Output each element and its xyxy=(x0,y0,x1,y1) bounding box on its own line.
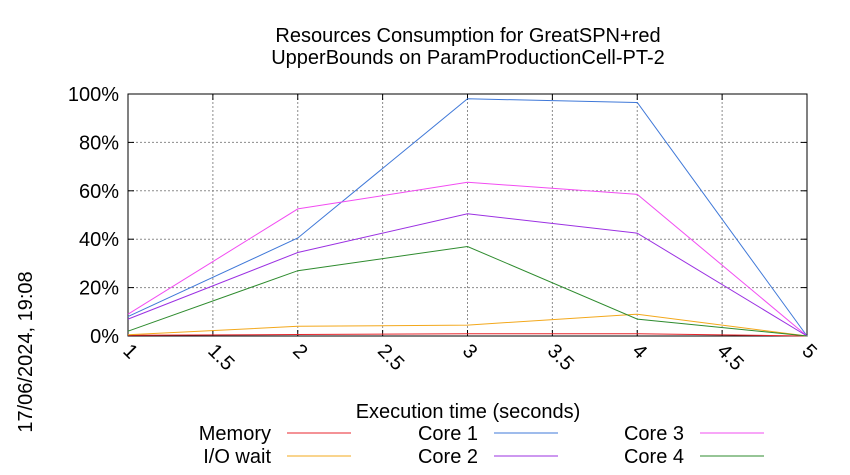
chart-title-line-1: Resources Consumption for GreatSPN+red xyxy=(275,25,660,47)
legend-label-memory: Memory xyxy=(199,423,271,445)
x-tick-label: 1.5 xyxy=(203,340,238,375)
series-lines xyxy=(127,98,808,337)
x-tick-label: 5 xyxy=(797,340,820,363)
y-tick-label: 0% xyxy=(90,326,119,348)
x-tick-label: 3 xyxy=(458,340,481,363)
chart-title-line-2: UpperBounds on ParamProductionCell-PT-2 xyxy=(271,47,665,69)
legend-label-i-o-wait: I/O wait xyxy=(203,446,271,468)
series-line-core-4 xyxy=(127,245,808,337)
x-tick-label: 3.5 xyxy=(543,340,578,375)
legend-label-core-4: Core 4 xyxy=(624,446,684,468)
y-tick-label: 40% xyxy=(79,229,119,251)
legend: Memory Core 1 Core 3 I/O wait Core 2 Core 4 xyxy=(199,423,764,468)
y-tick-label: 80% xyxy=(79,132,119,154)
x-tick-label: 2.5 xyxy=(373,340,408,375)
x-tick-label: 1 xyxy=(118,340,141,363)
x-axis-label: Execution time (seconds) xyxy=(356,401,581,423)
series-line-i-o-wait xyxy=(127,313,808,337)
legend-label-core-2: Core 2 xyxy=(418,446,478,468)
series-line-core-3 xyxy=(127,181,808,337)
plot-frame xyxy=(127,93,808,337)
y-tick-label: 20% xyxy=(79,278,119,300)
series-line-core-2 xyxy=(127,213,808,337)
legend-label-core-1: Core 1 xyxy=(418,423,478,445)
x-tick-label: 4 xyxy=(628,340,651,363)
x-tick-label: 4.5 xyxy=(713,340,748,375)
tick-labels: 0% 20% 40% 60% 80% 100% 1 1.5 2 2.5 3 3.5 4 4.5 5 xyxy=(68,84,821,375)
x-tick-label: 2 xyxy=(288,340,311,363)
y-tick-label: 100% xyxy=(68,84,119,106)
series-line-memory xyxy=(127,333,808,337)
series-line-core-1 xyxy=(127,98,808,337)
grid xyxy=(128,94,807,336)
y-tick-label: 60% xyxy=(79,181,119,203)
timestamp-label: 17/06/2024, 19:08 xyxy=(15,271,37,432)
legend-label-core-3: Core 3 xyxy=(624,423,684,445)
